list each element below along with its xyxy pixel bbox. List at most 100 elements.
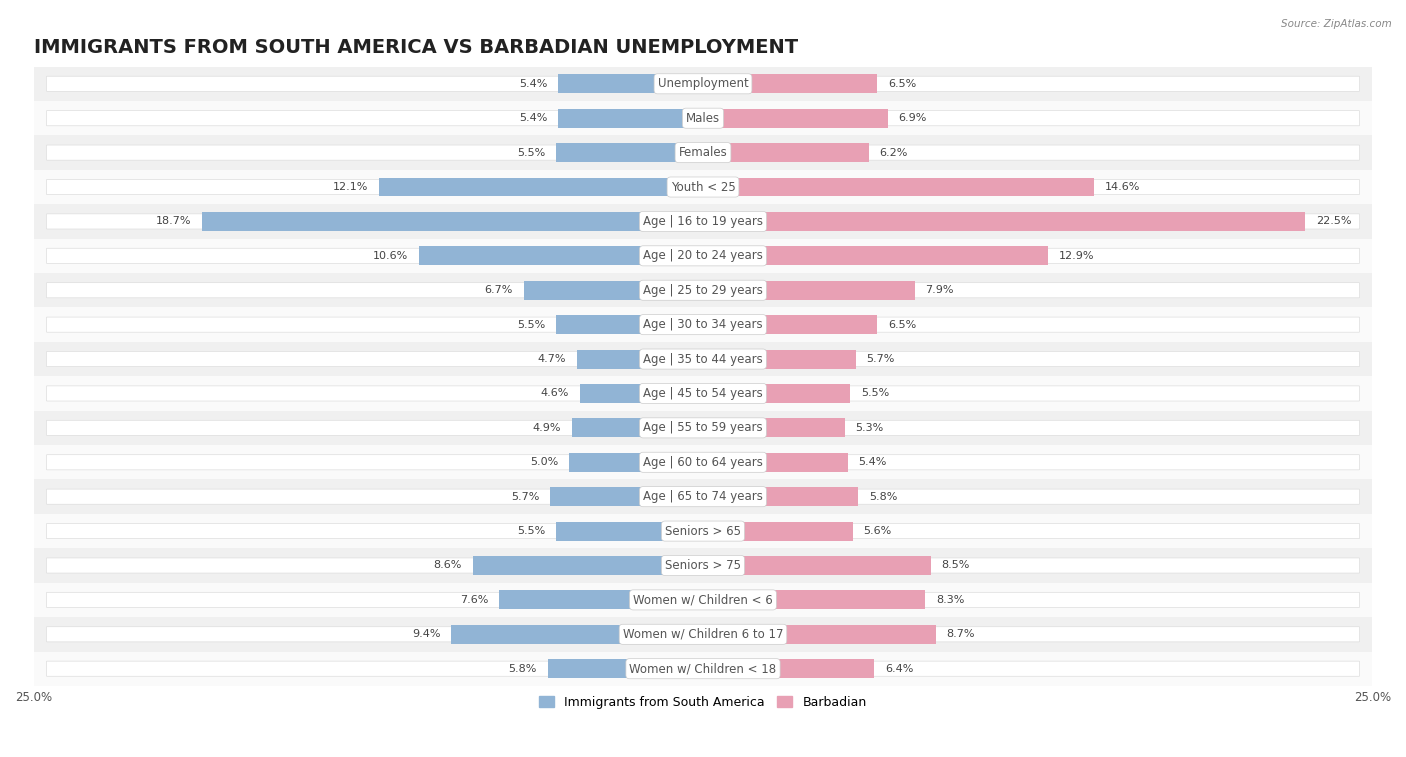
Text: 5.5%: 5.5%: [860, 388, 889, 398]
Bar: [499, 590, 703, 609]
FancyBboxPatch shape: [46, 489, 1360, 504]
Text: 5.5%: 5.5%: [517, 526, 546, 536]
Text: 18.7%: 18.7%: [156, 217, 191, 226]
FancyBboxPatch shape: [46, 455, 1360, 470]
FancyBboxPatch shape: [46, 214, 1360, 229]
FancyBboxPatch shape: [34, 652, 1372, 686]
Bar: [555, 143, 703, 162]
FancyBboxPatch shape: [34, 307, 1372, 342]
Bar: [569, 453, 703, 472]
FancyBboxPatch shape: [34, 204, 1372, 238]
FancyBboxPatch shape: [34, 583, 1372, 617]
Text: 14.6%: 14.6%: [1105, 182, 1140, 192]
Text: 5.0%: 5.0%: [530, 457, 558, 467]
Text: Age | 20 to 24 years: Age | 20 to 24 years: [643, 249, 763, 263]
Text: 4.9%: 4.9%: [533, 423, 561, 433]
Bar: [523, 281, 703, 300]
Bar: [703, 659, 875, 678]
FancyBboxPatch shape: [34, 445, 1372, 479]
Text: 9.4%: 9.4%: [412, 629, 440, 640]
FancyBboxPatch shape: [34, 410, 1372, 445]
Bar: [703, 522, 853, 540]
Text: 5.3%: 5.3%: [856, 423, 884, 433]
Bar: [550, 488, 703, 506]
Text: Age | 16 to 19 years: Age | 16 to 19 years: [643, 215, 763, 228]
Text: 5.5%: 5.5%: [517, 148, 546, 157]
Text: 8.6%: 8.6%: [433, 560, 463, 571]
Text: 5.4%: 5.4%: [519, 79, 548, 89]
Bar: [576, 350, 703, 369]
FancyBboxPatch shape: [34, 376, 1372, 410]
FancyBboxPatch shape: [34, 514, 1372, 548]
Text: 6.5%: 6.5%: [887, 79, 917, 89]
FancyBboxPatch shape: [34, 548, 1372, 583]
Bar: [558, 74, 703, 93]
FancyBboxPatch shape: [34, 342, 1372, 376]
Text: Females: Females: [679, 146, 727, 159]
FancyBboxPatch shape: [46, 111, 1360, 126]
Text: Women w/ Children < 18: Women w/ Children < 18: [630, 662, 776, 675]
Legend: Immigrants from South America, Barbadian: Immigrants from South America, Barbadian: [534, 690, 872, 714]
Bar: [558, 109, 703, 128]
FancyBboxPatch shape: [46, 145, 1360, 160]
Bar: [703, 74, 877, 93]
FancyBboxPatch shape: [46, 661, 1360, 676]
Text: 5.8%: 5.8%: [509, 664, 537, 674]
FancyBboxPatch shape: [46, 558, 1360, 573]
Text: Women w/ Children < 6: Women w/ Children < 6: [633, 593, 773, 606]
FancyBboxPatch shape: [34, 238, 1372, 273]
Text: Seniors > 75: Seniors > 75: [665, 559, 741, 572]
Bar: [572, 419, 703, 438]
Text: Age | 60 to 64 years: Age | 60 to 64 years: [643, 456, 763, 469]
Text: 6.4%: 6.4%: [886, 664, 914, 674]
Bar: [703, 419, 845, 438]
Bar: [703, 143, 869, 162]
Bar: [703, 281, 914, 300]
Bar: [380, 178, 703, 197]
Text: 5.6%: 5.6%: [863, 526, 891, 536]
Bar: [579, 384, 703, 403]
FancyBboxPatch shape: [34, 136, 1372, 170]
Text: 22.5%: 22.5%: [1316, 217, 1351, 226]
Text: 8.7%: 8.7%: [946, 629, 976, 640]
FancyBboxPatch shape: [46, 627, 1360, 642]
Text: 5.7%: 5.7%: [866, 354, 894, 364]
FancyBboxPatch shape: [46, 351, 1360, 366]
Text: Age | 55 to 59 years: Age | 55 to 59 years: [643, 422, 763, 435]
Bar: [703, 350, 856, 369]
Bar: [451, 625, 703, 643]
Bar: [703, 246, 1049, 265]
Bar: [555, 522, 703, 540]
Bar: [703, 453, 848, 472]
Text: Seniors > 65: Seniors > 65: [665, 525, 741, 537]
Text: Age | 30 to 34 years: Age | 30 to 34 years: [643, 318, 763, 331]
FancyBboxPatch shape: [46, 317, 1360, 332]
Bar: [703, 590, 925, 609]
Bar: [703, 315, 877, 334]
Text: 5.8%: 5.8%: [869, 492, 897, 502]
FancyBboxPatch shape: [46, 386, 1360, 401]
Text: 12.1%: 12.1%: [333, 182, 368, 192]
Text: 10.6%: 10.6%: [373, 251, 409, 261]
Text: Males: Males: [686, 112, 720, 125]
Bar: [703, 212, 1306, 231]
FancyBboxPatch shape: [34, 67, 1372, 101]
FancyBboxPatch shape: [34, 617, 1372, 652]
Text: Source: ZipAtlas.com: Source: ZipAtlas.com: [1281, 19, 1392, 29]
FancyBboxPatch shape: [46, 420, 1360, 435]
Bar: [703, 556, 931, 575]
FancyBboxPatch shape: [46, 76, 1360, 92]
Text: IMMIGRANTS FROM SOUTH AMERICA VS BARBADIAN UNEMPLOYMENT: IMMIGRANTS FROM SOUTH AMERICA VS BARBADI…: [34, 38, 797, 57]
Text: Women w/ Children 6 to 17: Women w/ Children 6 to 17: [623, 628, 783, 641]
Bar: [472, 556, 703, 575]
Bar: [703, 109, 887, 128]
Text: Unemployment: Unemployment: [658, 77, 748, 90]
Text: 5.4%: 5.4%: [519, 114, 548, 123]
Text: Youth < 25: Youth < 25: [671, 180, 735, 194]
Text: 5.5%: 5.5%: [517, 319, 546, 329]
Text: 12.9%: 12.9%: [1059, 251, 1095, 261]
Bar: [703, 488, 858, 506]
FancyBboxPatch shape: [34, 170, 1372, 204]
Text: 4.7%: 4.7%: [538, 354, 567, 364]
FancyBboxPatch shape: [46, 248, 1360, 263]
